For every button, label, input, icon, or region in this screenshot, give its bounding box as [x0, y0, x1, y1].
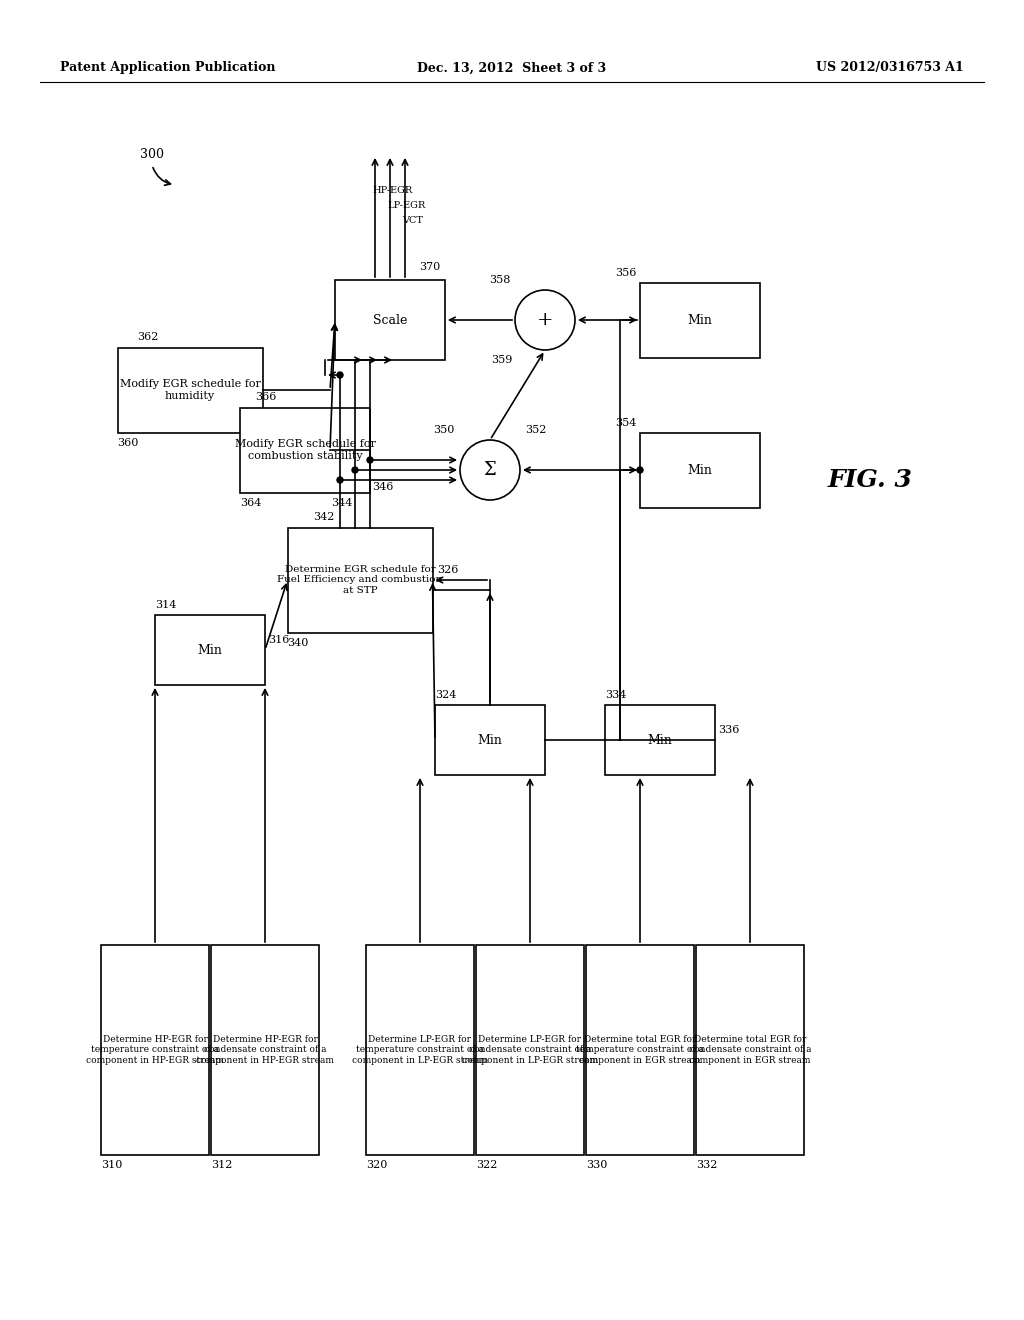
Text: 350: 350 [433, 425, 455, 436]
Text: 340: 340 [288, 638, 309, 648]
FancyBboxPatch shape [211, 945, 319, 1155]
Text: +: + [537, 312, 553, 329]
Text: 344: 344 [332, 498, 353, 507]
Text: Min: Min [687, 463, 713, 477]
Circle shape [337, 477, 343, 483]
FancyBboxPatch shape [586, 945, 694, 1155]
Text: US 2012/0316753 A1: US 2012/0316753 A1 [816, 62, 964, 74]
FancyBboxPatch shape [605, 705, 715, 775]
Text: 360: 360 [118, 437, 139, 447]
Text: 359: 359 [492, 355, 513, 366]
Text: 320: 320 [366, 1160, 387, 1170]
Text: 300: 300 [140, 149, 164, 161]
Text: Patent Application Publication: Patent Application Publication [60, 62, 275, 74]
Text: LP-EGR: LP-EGR [387, 201, 425, 210]
FancyBboxPatch shape [640, 282, 760, 358]
Text: 358: 358 [488, 275, 510, 285]
FancyBboxPatch shape [335, 280, 445, 360]
Text: 314: 314 [155, 601, 176, 610]
Text: 336: 336 [718, 725, 739, 735]
FancyBboxPatch shape [476, 945, 584, 1155]
Text: VCT: VCT [402, 216, 423, 224]
FancyBboxPatch shape [240, 408, 370, 492]
Text: Min: Min [647, 734, 673, 747]
Text: Min: Min [687, 314, 713, 326]
Text: 342: 342 [313, 512, 335, 523]
Text: 356: 356 [615, 268, 637, 277]
FancyBboxPatch shape [696, 945, 804, 1155]
Text: 332: 332 [696, 1160, 718, 1170]
Text: Determine LP-EGR for
temperature constraint of a
component in LP-EGR stream: Determine LP-EGR for temperature constra… [352, 1035, 488, 1065]
Text: 352: 352 [525, 425, 547, 436]
FancyBboxPatch shape [435, 705, 545, 775]
Text: 312: 312 [211, 1160, 232, 1170]
Text: 364: 364 [240, 498, 261, 507]
Circle shape [352, 467, 358, 473]
Text: Min: Min [477, 734, 503, 747]
FancyBboxPatch shape [640, 433, 760, 507]
FancyBboxPatch shape [288, 528, 432, 632]
Text: FIG. 3: FIG. 3 [827, 469, 912, 492]
Text: 322: 322 [476, 1160, 498, 1170]
Text: Σ: Σ [483, 461, 497, 479]
FancyBboxPatch shape [101, 945, 209, 1155]
Text: Scale: Scale [373, 314, 408, 326]
Text: 366: 366 [255, 392, 276, 403]
FancyBboxPatch shape [118, 347, 262, 433]
FancyBboxPatch shape [155, 615, 265, 685]
Text: 346: 346 [372, 483, 393, 492]
Text: Dec. 13, 2012  Sheet 3 of 3: Dec. 13, 2012 Sheet 3 of 3 [418, 62, 606, 74]
Circle shape [637, 467, 643, 473]
Text: Determine EGR schedule for
Fuel Efficiency and combustion
at STP: Determine EGR schedule for Fuel Efficien… [278, 565, 442, 595]
Text: Determine LP-EGR for
condensate constraint of a
component in LP-EGR stream: Determine LP-EGR for condensate constrai… [462, 1035, 598, 1065]
Text: Determine total EGR for
temperature constraint of a
component in EGR stream: Determine total EGR for temperature cons… [577, 1035, 703, 1065]
Text: 324: 324 [435, 690, 457, 700]
Text: Determine HP-EGR for
temperature constraint of a
component in HP-EGR stream: Determine HP-EGR for temperature constra… [86, 1035, 224, 1065]
Text: Modify EGR schedule for
combustion stability: Modify EGR schedule for combustion stabi… [234, 440, 376, 461]
Text: Modify EGR schedule for
humidity: Modify EGR schedule for humidity [120, 379, 260, 401]
Text: 326: 326 [437, 565, 459, 576]
Circle shape [367, 457, 373, 463]
Text: 330: 330 [586, 1160, 607, 1170]
Text: 334: 334 [605, 690, 627, 700]
Text: 362: 362 [137, 333, 159, 342]
Text: 316: 316 [268, 635, 290, 645]
Text: 370: 370 [419, 261, 440, 272]
Text: 310: 310 [101, 1160, 123, 1170]
Text: Determine HP-EGR for
condensate constraint of a
component in HP-EGR stream: Determine HP-EGR for condensate constrai… [196, 1035, 334, 1065]
Text: HP-EGR: HP-EGR [372, 186, 413, 195]
Text: Determine total EGR for
condensate constraint of a
component in EGR stream: Determine total EGR for condensate const… [689, 1035, 811, 1065]
FancyBboxPatch shape [366, 945, 474, 1155]
Text: 354: 354 [615, 417, 637, 428]
Text: Min: Min [198, 644, 222, 656]
Circle shape [337, 372, 343, 378]
